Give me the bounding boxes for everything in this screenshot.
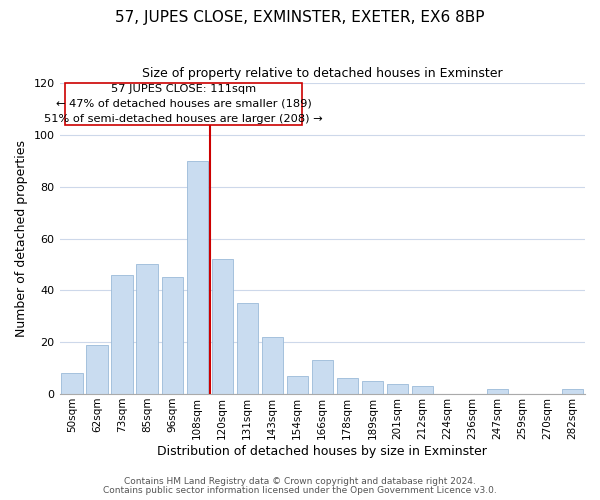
Text: Contains public sector information licensed under the Open Government Licence v3: Contains public sector information licen… <box>103 486 497 495</box>
Bar <box>161 278 183 394</box>
Bar <box>337 378 358 394</box>
Text: 57, JUPES CLOSE, EXMINSTER, EXETER, EX6 8BP: 57, JUPES CLOSE, EXMINSTER, EXETER, EX6 … <box>115 10 485 25</box>
Bar <box>212 260 233 394</box>
Text: Contains HM Land Registry data © Crown copyright and database right 2024.: Contains HM Land Registry data © Crown c… <box>124 477 476 486</box>
FancyBboxPatch shape <box>65 83 302 124</box>
Bar <box>487 389 508 394</box>
Bar <box>61 374 83 394</box>
Bar <box>387 384 408 394</box>
Bar <box>412 386 433 394</box>
Bar <box>562 389 583 394</box>
Bar <box>112 275 133 394</box>
Bar <box>311 360 333 394</box>
Y-axis label: Number of detached properties: Number of detached properties <box>15 140 28 337</box>
Bar <box>236 304 258 394</box>
Bar <box>362 381 383 394</box>
Bar <box>287 376 308 394</box>
Title: Size of property relative to detached houses in Exminster: Size of property relative to detached ho… <box>142 68 503 80</box>
Bar <box>187 161 208 394</box>
Bar <box>262 337 283 394</box>
Text: 57 JUPES CLOSE: 111sqm
← 47% of detached houses are smaller (189)
51% of semi-de: 57 JUPES CLOSE: 111sqm ← 47% of detached… <box>44 84 323 124</box>
X-axis label: Distribution of detached houses by size in Exminster: Distribution of detached houses by size … <box>157 444 487 458</box>
Bar <box>86 345 108 394</box>
Bar <box>136 264 158 394</box>
